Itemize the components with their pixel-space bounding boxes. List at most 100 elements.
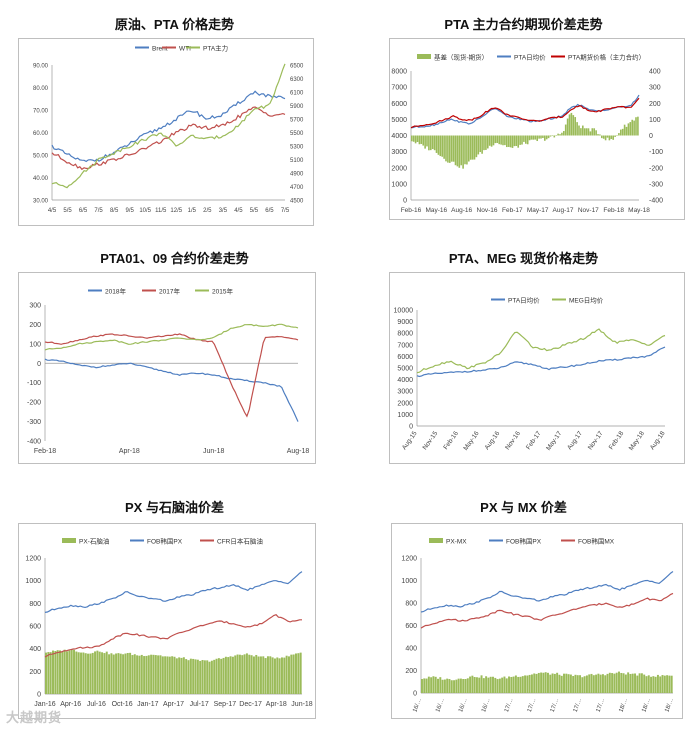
bar-mark <box>166 656 169 694</box>
bar-mark <box>229 656 232 694</box>
x-tick-label: 5/5 <box>63 208 72 214</box>
y-tick-label: 4000 <box>391 133 407 140</box>
bar-mark <box>538 135 540 139</box>
series-line <box>44 614 302 658</box>
bar-mark <box>278 658 281 694</box>
bar-mark <box>411 135 413 142</box>
y2-tick-label: 5300 <box>290 145 304 151</box>
y-tick-label: 30.00 <box>33 199 49 205</box>
bar-mark <box>54 651 57 694</box>
bar-mark <box>290 654 293 694</box>
bar-mark <box>633 120 635 136</box>
bar-mark <box>217 658 220 694</box>
bar-mark <box>420 135 423 144</box>
x-tick-label: Jan-16 <box>34 701 56 708</box>
bar-mark <box>136 655 139 694</box>
bar-mark <box>502 135 504 146</box>
x-tick-label: Feb-18 <box>34 448 56 455</box>
bar-mark <box>236 654 239 694</box>
x-tick-label: 6/5 <box>265 208 274 214</box>
x-tick-label: Jul-17 <box>190 701 209 708</box>
series-line <box>44 323 299 351</box>
y-tick-label: 10000 <box>394 308 414 315</box>
bar-mark <box>533 673 536 693</box>
bar-mark <box>215 658 218 694</box>
bar-mark <box>627 123 630 136</box>
y-tick-label: 1200 <box>401 556 417 563</box>
bar-mark <box>532 135 535 140</box>
legend-label: 2017年 <box>159 287 180 296</box>
chart-panel-pta-spread: PTA01、09 合约价差走势 -400 -300 -200 -100 0 100 200 3… <box>0 240 349 475</box>
bar-mark <box>590 673 593 693</box>
x-tick-label: Apr-17 <box>163 701 184 708</box>
x-tick-label: 4/5 <box>234 208 243 214</box>
bar-mark <box>597 673 600 693</box>
x-tick-label: 7/5 <box>94 208 103 214</box>
bar-mark <box>171 656 174 694</box>
bar-mark <box>96 650 99 694</box>
bar-mark <box>150 654 153 694</box>
bar-mark <box>262 656 265 694</box>
y-tick-label: 8000 <box>391 69 407 76</box>
bar-mark <box>506 135 508 148</box>
bar-mark <box>220 658 223 694</box>
bar-mark <box>595 674 598 693</box>
y-tick-label: 0 <box>37 692 41 699</box>
bar-mark <box>616 135 618 136</box>
bar-mark <box>271 657 274 694</box>
legend-label: 基差（现货-期货） <box>434 53 488 62</box>
bar-mark <box>585 128 588 136</box>
x-tick-label: May-18 <box>628 430 646 452</box>
bar-mark <box>49 652 52 694</box>
bar-mark <box>280 657 283 694</box>
bar-mark <box>528 674 531 693</box>
x-tick-label: 17/… <box>550 698 561 714</box>
bar-mark <box>570 112 573 136</box>
x-tick-label: Jan-17 <box>137 701 159 708</box>
bar-mark <box>206 660 209 694</box>
x-tick-label: 18/… <box>664 698 675 714</box>
bar-mark <box>457 678 460 693</box>
x-tick-label: 18/… <box>641 698 652 714</box>
bar-mark <box>526 135 529 145</box>
bar-mark <box>480 675 483 693</box>
legend-label: PTA期货价格（主力合约） <box>568 53 645 62</box>
bar-mark <box>638 673 641 693</box>
x-tick-label: Apr-16 <box>60 701 81 708</box>
x-tick-label: Aug-17 <box>553 207 574 214</box>
y2-tick-label: 4900 <box>290 172 304 178</box>
bar-mark <box>68 650 71 694</box>
x-tick-label: May-16 <box>425 207 447 214</box>
bar-mark <box>496 679 499 693</box>
y-tick-label: 50.00 <box>33 154 49 160</box>
bar-mark <box>551 673 554 693</box>
bar-mark <box>489 676 492 693</box>
bar-mark <box>154 655 157 694</box>
y2-tick-label: 300 <box>649 85 661 92</box>
bar-mark <box>549 135 552 137</box>
bar-mark <box>124 653 127 694</box>
bar-mark <box>597 134 599 136</box>
bar-mark <box>599 134 601 136</box>
bar-mark <box>485 135 487 150</box>
y2-tick-label: -300 <box>649 181 663 188</box>
bar-mark <box>572 115 575 136</box>
bar-mark <box>553 135 556 138</box>
bar-mark <box>618 133 620 136</box>
bar-mark <box>587 128 590 136</box>
bar-mark <box>670 675 673 693</box>
y2-tick-label: -200 <box>649 165 663 172</box>
chart-title: PX 与 MX 价差 <box>480 500 567 515</box>
y-tick-label: 600 <box>405 623 417 630</box>
bar-mark <box>157 655 160 694</box>
bar-mark <box>473 676 476 693</box>
bar-mark <box>425 678 428 693</box>
bar-mark <box>487 677 490 693</box>
x-tick-label: Aug-16 <box>484 430 502 451</box>
bar-mark <box>213 659 216 694</box>
y-tick-label: 600 <box>29 624 41 631</box>
bar-mark <box>133 654 136 694</box>
bar-mark <box>159 655 162 694</box>
x-tick-label: 2/5 <box>203 208 212 214</box>
y-tick-label: 5000 <box>391 117 407 124</box>
